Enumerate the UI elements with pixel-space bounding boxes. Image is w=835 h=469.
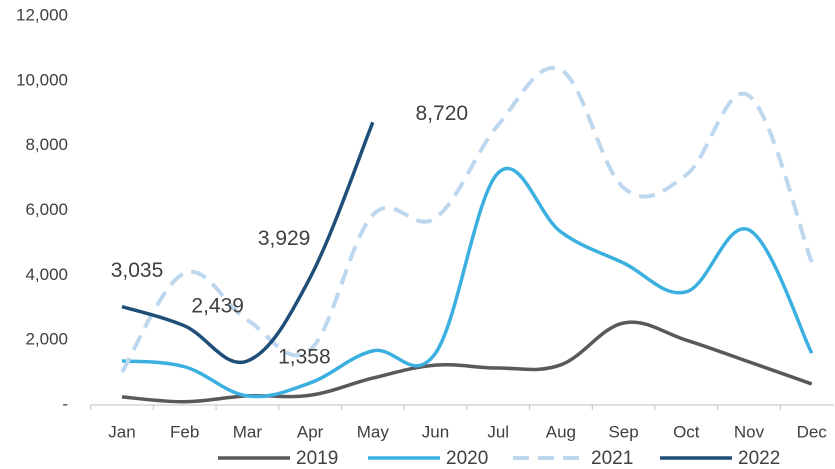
legend-label: 2019 (296, 448, 338, 469)
legend-label: 2021 (591, 448, 633, 469)
data-label: 3,929 (258, 227, 311, 250)
y-tick-label: - (62, 394, 68, 413)
line-series (121, 121, 375, 365)
y-tick-label: 6,000 (25, 200, 68, 219)
legend-label: 2020 (446, 448, 488, 469)
data-label: 3,035 (111, 259, 164, 282)
data-label: 1,358 (278, 346, 331, 369)
line-series (121, 166, 814, 399)
x-tick-label: Mar (233, 422, 263, 441)
x-tick-label: May (357, 422, 390, 441)
y-tick-label: 8,000 (25, 135, 68, 154)
x-tick-label: Jul (487, 422, 509, 441)
x-tick-label: Sep (608, 422, 638, 441)
data-label: 8,720 (416, 102, 469, 125)
legend-label: 2022 (738, 448, 780, 469)
x-tick-label: Apr (297, 422, 324, 441)
y-tick-label: 4,000 (25, 265, 68, 284)
y-tick-label: 12,000 (16, 5, 68, 24)
x-tick-label: Aug (546, 422, 576, 441)
x-tick-label: Jun (422, 422, 449, 441)
y-tick-label: 10,000 (16, 70, 68, 89)
data-label: 2,439 (191, 294, 244, 317)
x-tick-label: Nov (734, 422, 765, 441)
line-series (120, 65, 814, 374)
x-tick-label: Jan (108, 422, 135, 441)
x-tick-label: Oct (673, 422, 700, 441)
x-tick-label: Feb (170, 422, 199, 441)
y-tick-label: 2,000 (25, 330, 68, 349)
x-tick-label: Dec (797, 422, 828, 441)
